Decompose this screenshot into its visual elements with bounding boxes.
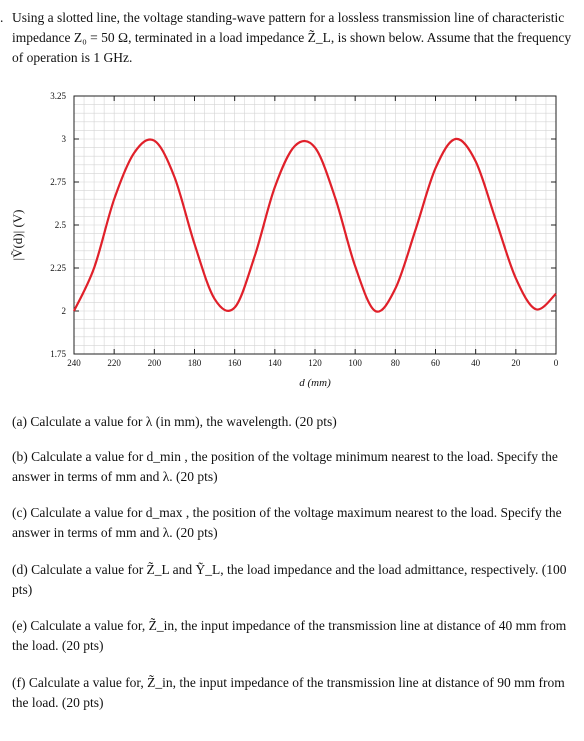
x-tick-label: 220 (107, 358, 121, 368)
x-tick-label: 20 (511, 358, 521, 368)
y-tick-label: 1.75 (50, 349, 66, 359)
chart-grid (73, 95, 557, 355)
x-tick-label: 0 (554, 358, 559, 368)
x-tick-label: 180 (188, 358, 202, 368)
x-tick-label: 200 (148, 358, 162, 368)
question-f-text: (f) Calculate a value for, Z̃_in, the in… (12, 675, 565, 710)
y-tick-label: 3.25 (50, 91, 66, 101)
bullet-mark: . (0, 10, 4, 25)
question-c: (c) Calculate a value for d_max , the po… (12, 503, 572, 543)
question-e: (e) Calculate a value for, Z̃_in, the in… (12, 616, 572, 656)
y-axis-label: |Ṽ(d)| (V) (10, 209, 25, 260)
voltage-curve (73, 137, 557, 313)
y-tick-label: 2 (62, 306, 67, 316)
question-e-text: (e) Calculate a value for, Z̃_in, the in… (12, 618, 567, 653)
x-tick-label: 140 (268, 358, 282, 368)
chart-ticks: 240 220 200 180 160 140 120 100 80 60 40 20 01.7522.… (50, 91, 559, 368)
question-f: (f) Calculate a value for, Z̃_in, the in… (12, 673, 572, 713)
problem-statement: . Using a slotted line, the voltage stan… (0, 8, 572, 68)
x-tick-label: 240 (67, 358, 81, 368)
y-tick-label: 2.25 (50, 263, 66, 273)
x-tick-label: 60 (431, 358, 441, 368)
question-a: (a) Calculate a value for λ (in mm), the… (12, 412, 572, 432)
y-tick-label: 2.75 (50, 177, 66, 187)
question-d-text: (d) Calculate a value for Z̃_L and Ỹ_L, … (12, 562, 567, 597)
question-b: (b) Calculate a value for d_min , the po… (12, 447, 572, 487)
intro-text: Using a slotted line, the voltage standi… (12, 10, 572, 65)
x-tick-label: 120 (308, 358, 322, 368)
y-tick-label: 2.5 (55, 220, 67, 230)
x-tick-label: 80 (391, 358, 401, 368)
x-tick-label: 100 (348, 358, 362, 368)
x-tick-label: 40 (471, 358, 481, 368)
question-b-text: (b) Calculate a value for d_min , the po… (12, 449, 558, 484)
x-axis-label: d (mm) (299, 377, 331, 389)
y-tick-label: 3 (62, 134, 67, 144)
x-tick-label: 160 (228, 358, 242, 368)
question-a-text: (a) Calculate a value for λ (in mm), the… (12, 414, 337, 429)
question-d: (d) Calculate a value for Z̃_L and Ỹ_L, … (12, 560, 572, 600)
question-c-text: (c) Calculate a value for d_max , the po… (12, 505, 562, 540)
standing-wave-chart: 240 220 200 180 160 140 120 100 80 60 40 20 01.7522.… (10, 91, 559, 389)
